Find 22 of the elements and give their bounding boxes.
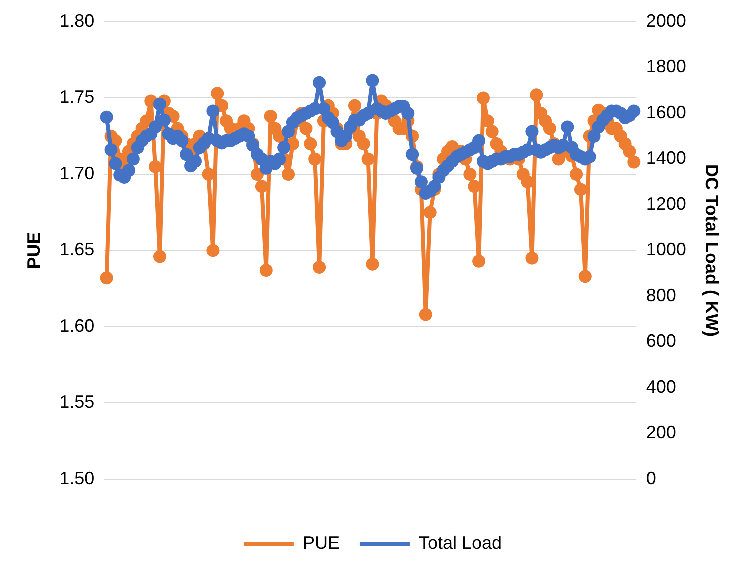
y-tick-label: 1.65 bbox=[60, 240, 95, 260]
y-tick-label: 1.60 bbox=[60, 316, 95, 336]
y-tick-label: 1.50 bbox=[60, 468, 95, 488]
legend-label: Total Load bbox=[418, 532, 502, 553]
y-tick-label: 1.70 bbox=[60, 163, 95, 184]
y2-tick-label: 1000 bbox=[646, 240, 686, 260]
y-tick-label: 1.75 bbox=[60, 87, 95, 108]
y-tick-label: 1.80 bbox=[60, 10, 95, 31]
y2-axis-title: DC Total Load ( KW) bbox=[702, 164, 722, 338]
y2-tick-label: 1800 bbox=[646, 56, 686, 77]
legend-label: PUE bbox=[302, 532, 340, 553]
y2-tick-label: 200 bbox=[646, 422, 676, 443]
y-tick-label: 1.55 bbox=[60, 392, 95, 412]
y2-tick-label: 400 bbox=[646, 376, 676, 397]
y2-tick-label: 800 bbox=[646, 285, 676, 306]
y2-tick-label: 1600 bbox=[646, 102, 686, 122]
y2-tick-label: 1200 bbox=[646, 194, 686, 214]
y-axis-title: PUE bbox=[24, 232, 44, 270]
y2-tick-label: 1400 bbox=[646, 148, 686, 168]
y2-tick-label: 600 bbox=[646, 331, 676, 352]
y2-tick-label: 2000 bbox=[646, 10, 686, 31]
y2-tick-label: 0 bbox=[646, 468, 656, 488]
